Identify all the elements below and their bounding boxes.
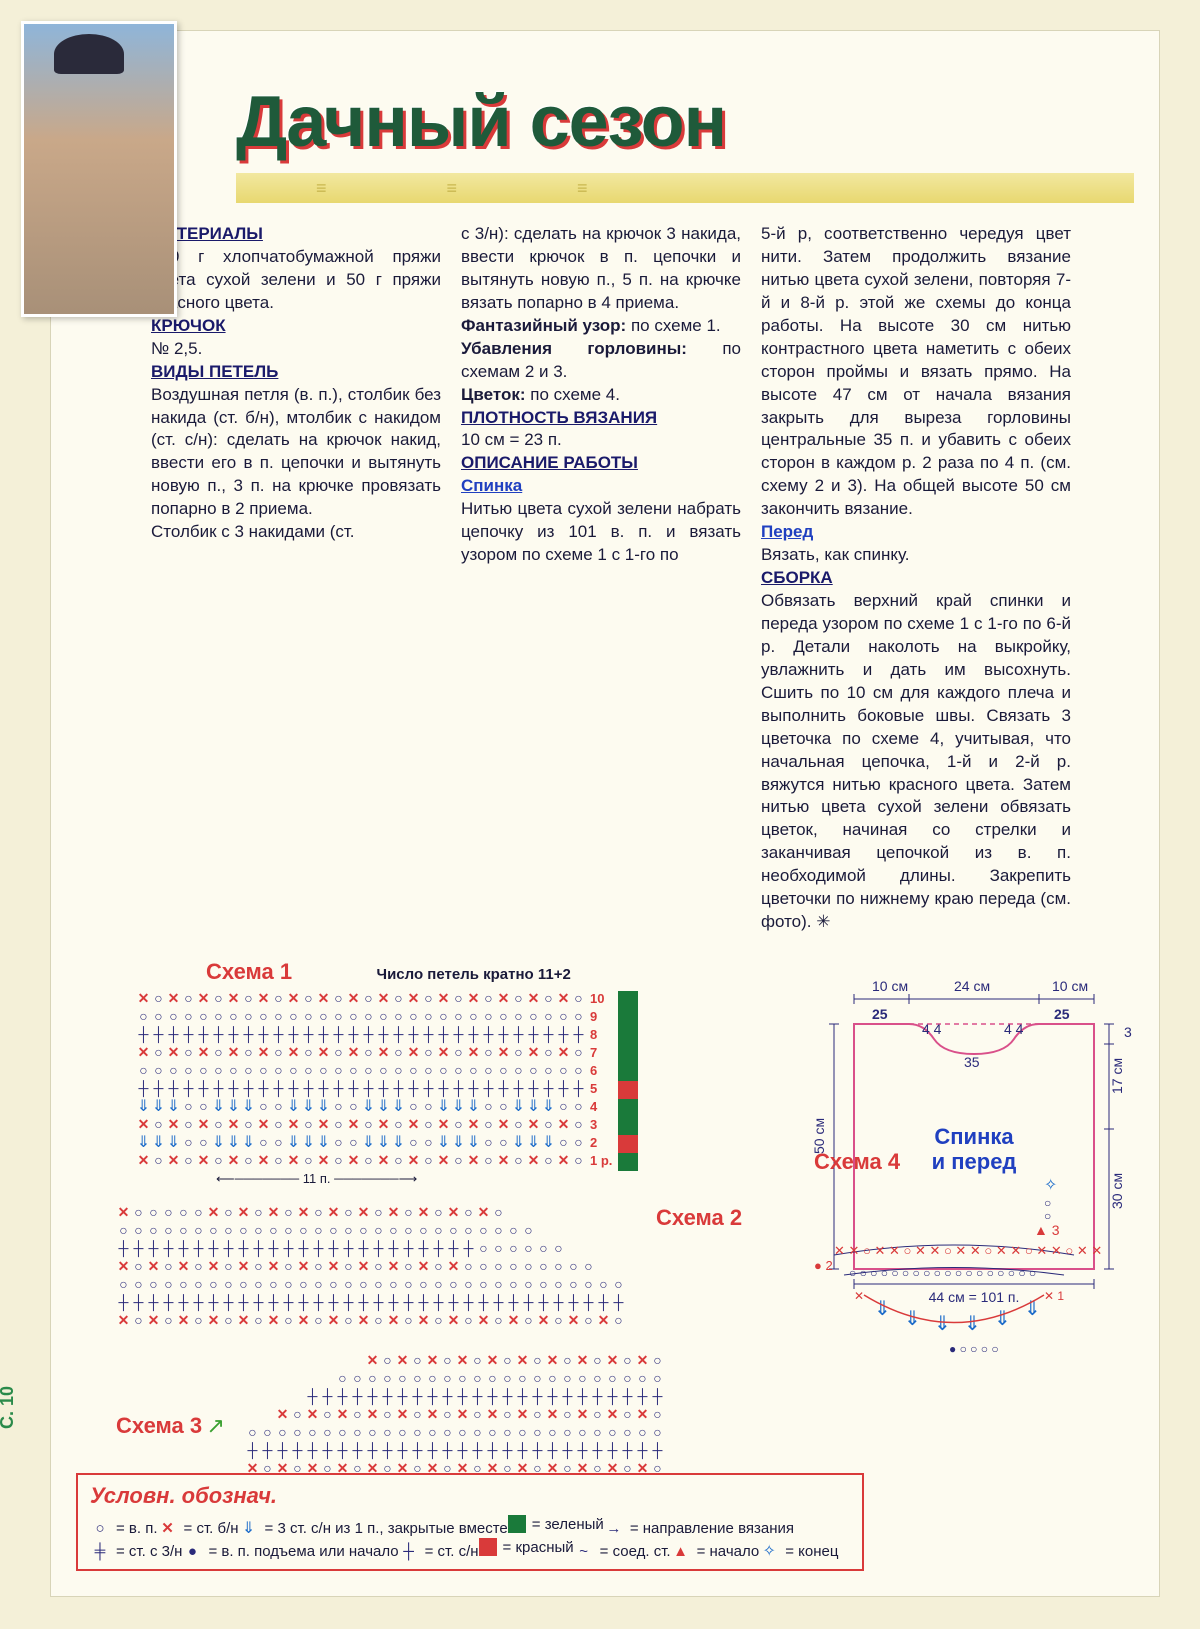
legend-item: ✕= ст. б/н [158, 1519, 239, 1537]
col3-p1: 5-й р, соответственно чередуя цвет нити.… [761, 224, 1071, 518]
legend-item: ~= соед. ст. [574, 1543, 671, 1560]
text-columns: МАТЕРИАЛЫ 250 г хлопчатобумажной пряжи ц… [76, 223, 1134, 934]
col2-p1: с 3/н): сделать на крючок 3 накида, ввес… [461, 224, 741, 312]
svg-text:○ ○ ○ ○ ○ ○ ○ ○ ○ ○ ○ ○ ○ ○ ○: ○ ○ ○ ○ ○ ○ ○ ○ ○ ○ ○ ○ ○ ○ ○ ○ ○ ○ [849, 1266, 1036, 1280]
neckdec-label: Убавления горловины: [461, 339, 687, 358]
materials-text: 250 г хлопчатобумажной пряжи цвета сухой… [151, 247, 441, 312]
stitches-text2: Столбик с 3 накидами (ст. [151, 522, 355, 541]
scheme3-arrow-icon: ↗ [207, 1413, 225, 1438]
svg-text:3: 3 [1124, 1024, 1132, 1040]
svg-text:10 см: 10 см [872, 978, 908, 994]
svg-text:Спинка: Спинка [934, 1124, 1014, 1149]
content-frame: Дачный сезон ≡≡≡ МАТЕРИАЛЫ 250 г хлопчат… [50, 30, 1160, 1597]
stitches-header: ВИДЫ ПЕТЕЛЬ [151, 362, 278, 381]
svg-text:○: ○ [1044, 1196, 1051, 1210]
column-2: с 3/н): сделать на крючок 3 накида, ввес… [461, 223, 741, 934]
legend-box: Условн. обознач. ○= в. п.✕= ст. б/н⇓= 3 … [76, 1473, 864, 1571]
scheme2-chart: ✕○○○○○✕○✕○✕○✕○✕○✕○✕○✕○✕○✕○○○○○○○○○○○○○○○… [116, 1205, 626, 1331]
front-text: Вязать, как спинку. [761, 545, 909, 564]
column-1: МАТЕРИАЛЫ 250 г хлопчатобумажной пряжи ц… [151, 223, 441, 934]
svg-text:25: 25 [1054, 1006, 1070, 1022]
legend-item: = зеленый [508, 1515, 604, 1533]
page-number: С. 10 [0, 1386, 18, 1429]
legend-item: ╪= ст. с 3/н [90, 1543, 182, 1560]
scheme1-label: Схема 1 [206, 959, 292, 984]
legend-item: ┼= ст. с/н [399, 1543, 479, 1560]
svg-text:⇓: ⇓ [994, 1308, 1011, 1330]
svg-text:10 см: 10 см [1052, 978, 1088, 994]
svg-text:4 4: 4 4 [922, 1021, 942, 1037]
legend-item: ○= в. п. [90, 1520, 158, 1537]
svg-text:24 см: 24 см [954, 978, 990, 994]
legend-item: ✧= конец [759, 1541, 838, 1561]
legend-title: Условн. обознач. [90, 1483, 277, 1509]
svg-text:⇓: ⇓ [934, 1313, 951, 1335]
legend-item: ⇓= 3 ст. с/н из 1 п., закрытые вместе [239, 1518, 508, 1538]
scheme1-chart: ✕○✕○✕○✕○✕○✕○✕○✕○✕○✕○✕○✕○✕○✕○✕○○○○○○○○○○○… [136, 991, 586, 1171]
svg-text:⇓: ⇓ [904, 1308, 921, 1330]
model-photo [21, 21, 177, 317]
scheme4-area: Схема 4 ✧ ○ ○ ▲ 3 ✕ ✕ ○ ✕ ✕ ○ ✕ ✕ ○ ✕ ✕ … [794, 1149, 1114, 1359]
hook-text: № 2,5. [151, 339, 202, 358]
front-header: Перед [761, 522, 813, 541]
gauge-header: ПЛОТНОСТЬ ВЯЗАНИЯ [461, 408, 657, 427]
gauge-text: 10 см = 23 п. [461, 430, 562, 449]
svg-text:✕ 1: ✕ 1 [1044, 1289, 1064, 1303]
svg-text:▲ 3: ▲ 3 [1034, 1222, 1060, 1238]
svg-text:✕ ✕ ○ ✕ ✕ ○ ✕ ✕ ○ ✕ ✕ ○ ✕ ✕ ○: ✕ ✕ ○ ✕ ✕ ○ ✕ ✕ ○ ✕ ✕ ○ ✕ ✕ ○ ✕ ✕ ○ ✕ ✕ [834, 1243, 1102, 1258]
fantasy-label: Фантазийный узор: [461, 316, 626, 335]
scheme1-note: Число петель кратно 11+2 [377, 966, 571, 983]
legend-item: ●= в. п. подъема или начало [182, 1543, 398, 1560]
svg-text:⇓: ⇓ [964, 1313, 981, 1335]
work-header: ОПИСАНИЕ РАБОТЫ [461, 453, 638, 472]
back-text: Нитью цвета сухой зелени набрать цепочку… [461, 499, 741, 564]
assembly-text: Обвязать верхний край спинки и переда уз… [761, 591, 1071, 931]
scheme-area: Схема 1 Число петель кратно 11+2 ✕○✕○✕○✕… [76, 959, 1134, 1479]
scheme2-label: Схема 2 [656, 1205, 742, 1230]
svg-text:4 4: 4 4 [1004, 1021, 1024, 1037]
scheme3-label: Схема 3 [116, 1413, 202, 1438]
flower-label: Цветок: [461, 385, 526, 404]
column-3: 5-й р, соответственно чередуя цвет нити.… [761, 223, 1071, 934]
legend-item: →= направление вязания [604, 1520, 794, 1537]
svg-text:25: 25 [872, 1006, 888, 1022]
legend-item: ▲= начало [671, 1543, 760, 1560]
svg-text:17 см: 17 см [1109, 1058, 1125, 1094]
legend-item: = красный [479, 1538, 574, 1556]
stitches-text: Воздушная петля (в. п.), столбик без нак… [151, 385, 441, 519]
scheme4-label: Схема 4 [814, 1149, 1114, 1175]
svg-text:✧: ✧ [1044, 1177, 1057, 1194]
svg-text:● 2: ● 2 [814, 1258, 833, 1273]
flower-ref: по схеме 4. [526, 385, 620, 404]
svg-text:35: 35 [964, 1054, 980, 1070]
svg-text:✕: ✕ [854, 1289, 864, 1303]
page-title: Дачный сезон [236, 81, 1134, 163]
svg-text:● ○ ○ ○ ○: ● ○ ○ ○ ○ [949, 1342, 999, 1355]
svg-text:○: ○ [1044, 1209, 1051, 1223]
scheme3-chart: ✕○✕○✕○✕○✕○✕○✕○✕○✕○✕○○○○○○○○○○○○○○○○○○○○○… [245, 1353, 665, 1479]
scheme1-rownums: 10987654321 р. [586, 991, 610, 1171]
assembly-header: СБОРКА [761, 568, 833, 587]
scheme1-colorbar [618, 991, 638, 1171]
fantasy-ref: по схеме 1. [626, 316, 720, 335]
back-header: Спинка [461, 476, 522, 495]
hook-header: КРЮЧОК [151, 316, 226, 335]
title-underline: ≡≡≡ [236, 173, 1134, 203]
